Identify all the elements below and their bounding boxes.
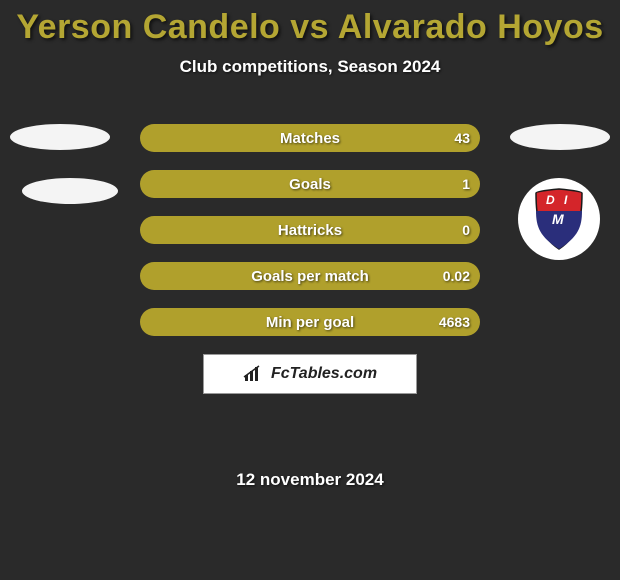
bar-right: [140, 170, 480, 198]
bar-right: [140, 262, 480, 290]
club-shield: D I M: [530, 187, 588, 251]
page-title: Yerson Candelo vs Alvarado Hoyos: [0, 0, 620, 47]
update-date: 12 november 2024: [0, 470, 620, 490]
bar-row: Min per goal 4683: [140, 308, 480, 336]
player-left-placeholder-2: [22, 178, 118, 204]
bar-row: Hattricks 0: [140, 216, 480, 244]
bar-row: Goals per match 0.02: [140, 262, 480, 290]
title-text: Yerson Candelo vs Alvarado Hoyos: [16, 8, 603, 46]
player-left-placeholder-1: [10, 124, 110, 150]
bar-chart-icon: [243, 365, 265, 383]
badge-letter-d: D: [546, 193, 555, 207]
player-right-placeholder-1: [510, 124, 610, 150]
comparison-bars: Matches 43 Goals 1 Hattricks 0 Goals per…: [140, 124, 480, 354]
bar-right: [140, 308, 480, 336]
watermark: FcTables.com: [203, 354, 417, 394]
bar-row: Goals 1: [140, 170, 480, 198]
badge-letter-m: M: [552, 211, 564, 227]
bar-right: [140, 124, 480, 152]
shield-icon: D I M: [530, 187, 588, 251]
bar-row: Matches 43: [140, 124, 480, 152]
watermark-text: FcTables.com: [271, 365, 377, 383]
club-badge: D I M: [518, 178, 600, 260]
page-subtitle: Club competitions, Season 2024: [0, 57, 620, 77]
watermark-container: FcTables.com: [0, 354, 620, 394]
bar-right: [140, 216, 480, 244]
